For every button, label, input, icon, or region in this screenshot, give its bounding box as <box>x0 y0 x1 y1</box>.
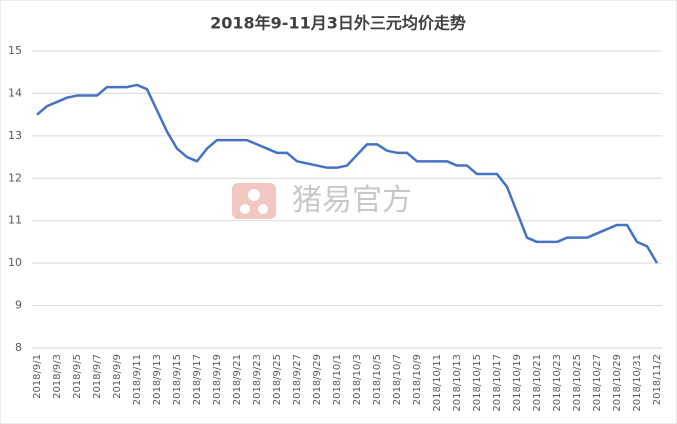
y-tick-label: 12 <box>8 171 22 184</box>
y-tick-label: 14 <box>8 86 22 99</box>
x-tick-label: 2018/10/17 <box>492 354 503 412</box>
x-tick-label: 2018/10/15 <box>472 354 483 412</box>
x-tick-label: 2018/10/1 <box>332 354 343 405</box>
watermark-logo <box>232 183 276 219</box>
x-tick-label: 2018/9/15 <box>172 354 183 405</box>
x-tick-label: 2018/9/5 <box>72 354 83 399</box>
x-tick-label: 2018/10/25 <box>572 354 583 412</box>
x-tick-label: 2018/10/3 <box>352 354 363 405</box>
x-tick-label: 2018/10/27 <box>592 354 603 412</box>
x-tick-label: 2018/9/25 <box>272 354 283 405</box>
x-tick-label: 2018/10/11 <box>432 354 443 412</box>
x-tick-label: 2018/9/19 <box>212 354 223 405</box>
x-tick-label: 2018/10/13 <box>452 354 463 412</box>
x-tick-label: 2018/9/17 <box>192 354 203 405</box>
line-series <box>36 83 659 264</box>
y-tick-label: 10 <box>8 256 22 269</box>
x-tick-label: 2018/9/9 <box>112 354 123 399</box>
x-tick-label: 2018/9/29 <box>312 354 323 405</box>
x-tick-label: 2018/10/5 <box>372 354 383 405</box>
x-tick-label: 2018/9/21 <box>232 354 243 405</box>
chart-title: 2018年9-11月3日外三元均价走势 <box>210 14 466 33</box>
y-tick-label: 15 <box>8 44 22 57</box>
y-tick-label: 13 <box>8 129 22 142</box>
x-tick-label: 2018/10/19 <box>512 354 523 412</box>
x-tick-label: 2018/10/23 <box>552 354 563 412</box>
y-tick-label: 8 <box>15 341 22 354</box>
x-tick-label: 2018/9/13 <box>152 354 163 405</box>
x-tick-label: 2018/9/27 <box>292 354 303 405</box>
x-tick-label: 2018/11/2 <box>652 354 663 405</box>
x-tick-label: 2018/10/7 <box>392 354 403 405</box>
x-tick-label: 2018/9/23 <box>252 354 263 405</box>
x-tick-label: 2018/10/29 <box>612 354 623 412</box>
x-tick-label: 2018/10/21 <box>532 354 543 412</box>
x-tick-label: 2018/9/3 <box>52 354 63 399</box>
watermark: 猪易官方 <box>292 183 412 218</box>
x-tick-label: 2018/10/9 <box>412 354 423 405</box>
y-tick-label: 11 <box>8 214 22 227</box>
x-tick-label: 2018/9/1 <box>32 354 43 399</box>
x-tick-label: 2018/9/7 <box>92 354 103 399</box>
x-tick-label: 2018/10/31 <box>632 354 643 412</box>
x-tick-label: 2018/9/11 <box>132 354 143 405</box>
y-tick-label: 9 <box>15 299 22 312</box>
